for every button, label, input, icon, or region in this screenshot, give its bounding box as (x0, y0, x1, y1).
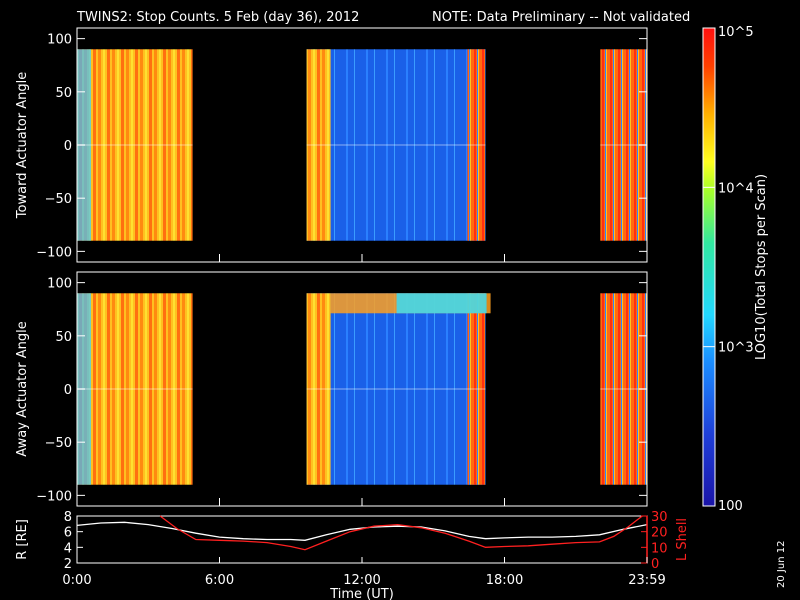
colorbar-tick-label: 10^4 (718, 181, 754, 196)
x-tick-label: 0:00 (62, 573, 91, 588)
plot-frame (76, 515, 648, 564)
x-tick-label: 18:00 (486, 573, 523, 588)
side-date: 20 Jun 12 (776, 541, 787, 588)
colorbar: 100 10^3 10^4 10^5 LOG10(Total Stops per Sca… (702, 25, 769, 514)
chart-title: TWINS2: Stop Counts. 5 Feb (day 36), 201… (76, 10, 359, 25)
y-tick-label: 100 (47, 33, 72, 48)
x-tick-label: 12:00 (343, 573, 380, 588)
segment-edge-end (467, 49, 486, 241)
series-r (76, 521, 648, 541)
x-tick-label: 23:59 (628, 573, 665, 588)
data-segment-1 (77, 293, 193, 485)
y-tick-label: 8 (64, 510, 72, 525)
high-angle-band-cyan (396, 293, 487, 314)
series-l-shell (159, 515, 643, 551)
y-tick-label: −100 (36, 489, 72, 504)
data-segment-1 (77, 49, 193, 241)
colorbar-tick-label: 100 (718, 499, 743, 514)
y2-axis-label: L Shell (675, 518, 690, 561)
y-tick-label: −100 (36, 245, 72, 260)
y2-tick-label: 30 (651, 510, 668, 525)
y-axis-label: Away Actuator Angle (15, 321, 30, 456)
colorbar-tick-label: 10^3 (718, 341, 754, 356)
x-tick-label: 6:00 (205, 573, 234, 588)
y-tick-label: 0 (64, 139, 72, 154)
y-axis-label: R [RE] (15, 519, 30, 560)
data-segment-3 (600, 49, 647, 241)
y-tick-label: 100 (47, 277, 72, 292)
y-tick-label: −50 (45, 436, 72, 451)
y2-tick-label: 0 (651, 557, 659, 572)
y-tick-label: 50 (55, 330, 72, 345)
y-tick-label: 50 (55, 86, 72, 101)
y-axis-label: Toward Actuator Angle (15, 72, 30, 219)
y-tick-label: 4 (64, 541, 72, 556)
x-axis-label: Time (UT) (329, 587, 394, 600)
segment-edge-start (306, 49, 331, 241)
y2-tick-label: 10 (651, 541, 668, 556)
data-segment-3 (600, 293, 647, 485)
y-tick-label: −50 (45, 192, 72, 207)
segment-edge-start (306, 293, 331, 485)
panel-away: −100 −50 0 50 100 Away Actuator Angle (15, 271, 648, 507)
y-tick-label: 0 (64, 383, 72, 398)
y-tick-label: 2 (64, 557, 72, 572)
data-segment-2 (306, 293, 486, 485)
chart-note: NOTE: Data Preliminary -- Not validated (432, 10, 690, 25)
y-tick-label: 6 (64, 526, 72, 541)
colorbar-gradient (702, 27, 716, 507)
segment-edge-end (467, 293, 486, 485)
colorbar-tick-label: 10^5 (718, 25, 754, 40)
panel-toward: −100 −50 0 50 100 Toward Actuator Angle (15, 27, 648, 263)
y2-tick-label: 20 (651, 526, 668, 541)
data-segment-2 (306, 49, 486, 241)
colorbar-label: LOG10(Total Stops per Scan) (754, 174, 769, 360)
